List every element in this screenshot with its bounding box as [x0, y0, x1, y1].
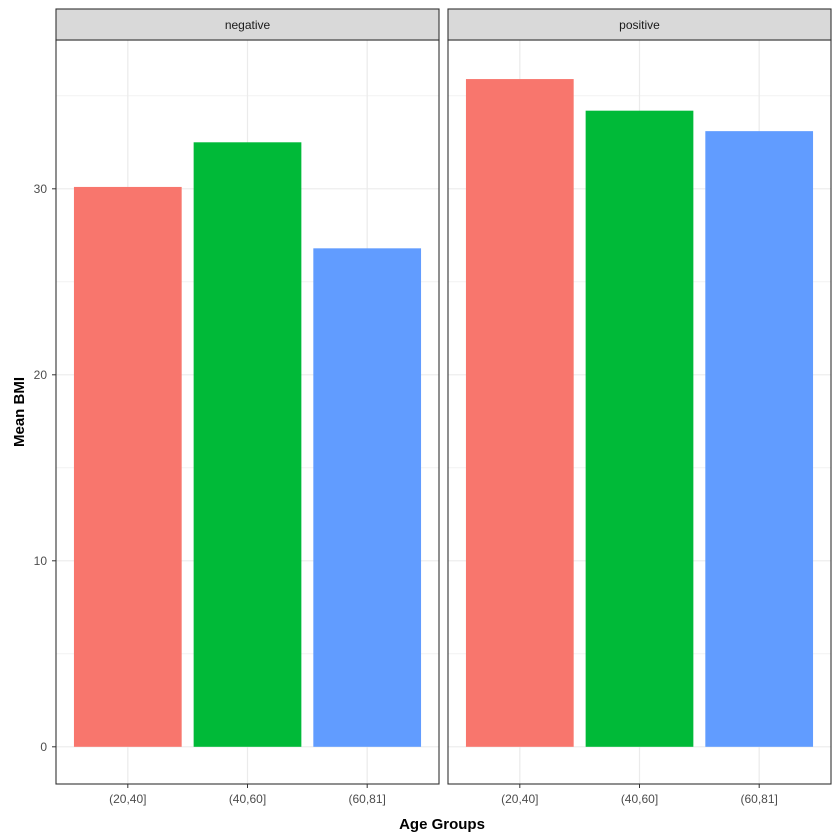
facet-strip	[447, 8, 832, 41]
x-tick-label: (40,60]	[621, 792, 658, 806]
x-axis-title: Age Groups	[399, 816, 485, 833]
facet-panel-positive: positive (20,40] (40,60] (60,81]	[447, 8, 832, 806]
y-axis-title: Mean BMI	[11, 377, 28, 447]
x-tick-label: (60,81]	[349, 792, 386, 806]
x-tick-label: (20,40]	[501, 792, 538, 806]
bar-negative-0	[73, 186, 182, 747]
bar-positive-0	[465, 79, 574, 747]
y-tick-label: 30	[34, 182, 48, 196]
facet-strip-label: negative	[225, 18, 271, 32]
bar-negative-2	[313, 248, 422, 747]
y-tick-label: 10	[34, 554, 48, 568]
y-tick-label: 20	[34, 368, 48, 382]
facet-strip-label: positive	[619, 18, 660, 32]
bar-negative-1	[193, 142, 302, 747]
bar-positive-2	[705, 131, 814, 747]
x-tick-label: (40,60]	[229, 792, 266, 806]
x-tick-label: (60,81]	[741, 792, 778, 806]
y-tick-label: 0	[40, 740, 47, 754]
facet-panel-negative: negative (20,40] (40,60] (60,81]	[55, 8, 440, 806]
x-tick-label: (20,40]	[109, 792, 146, 806]
facet-strip	[55, 8, 440, 41]
bar-positive-1	[585, 110, 694, 747]
